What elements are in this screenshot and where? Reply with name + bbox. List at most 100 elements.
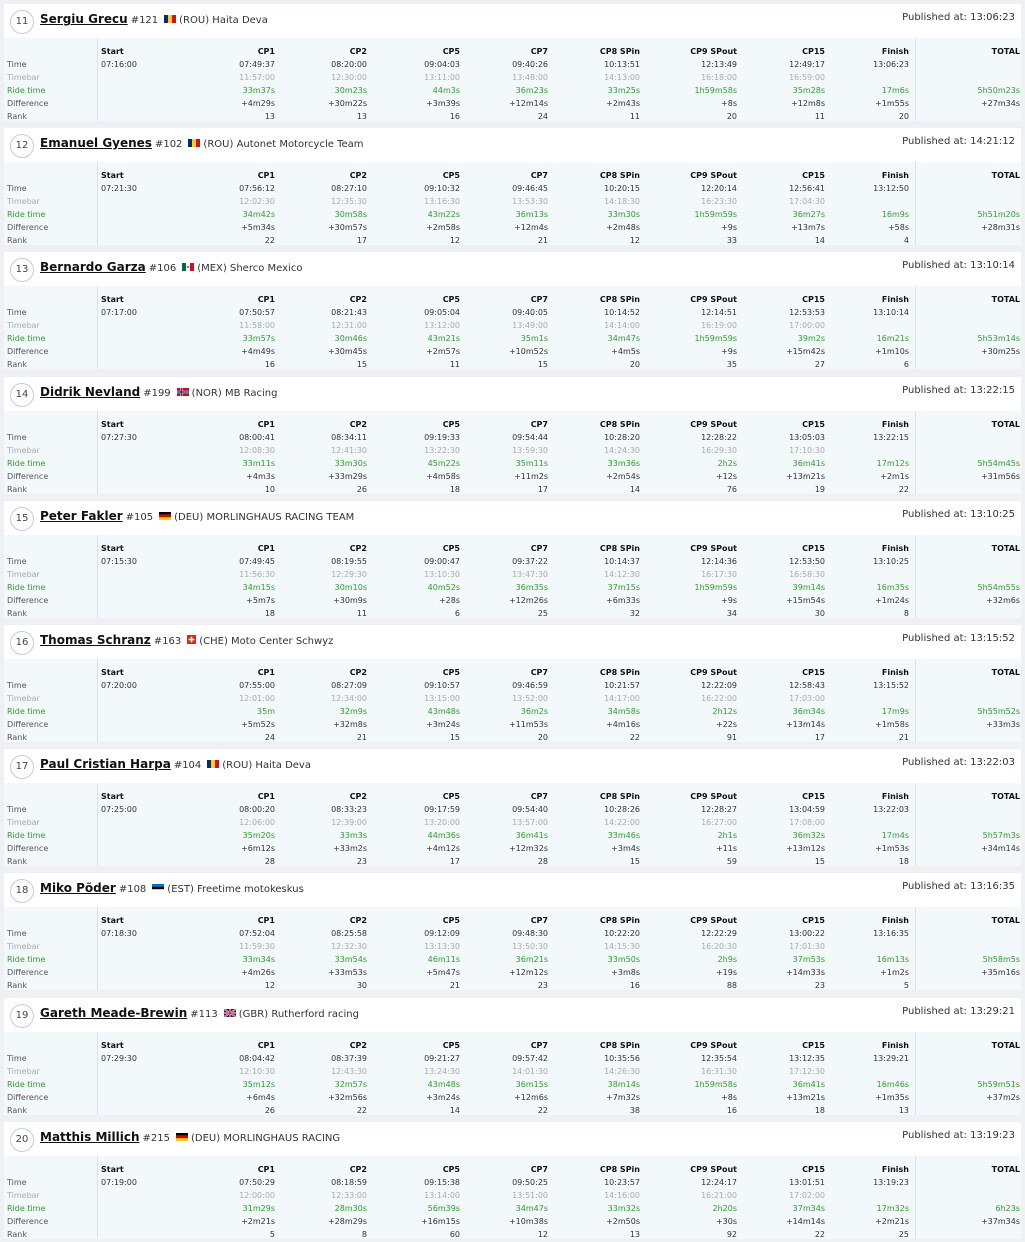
column-header: Finish — [881, 47, 909, 56]
time-value: 08:27:10 — [331, 184, 367, 194]
timebar-value: 12:02:30 — [239, 197, 275, 207]
result-grid: Time Timebar Ride time Difference Rank Start 0… — [4, 410, 1021, 494]
rider-number: #105 — [125, 511, 154, 523]
difference-value: +11m2s — [514, 471, 548, 481]
difference-value: +33m53s — [327, 968, 367, 978]
timebar-value: 17:03:00 — [789, 694, 825, 703]
column-header: CP9 SPout — [690, 47, 737, 56]
rider-name-link[interactable]: Bernardo Garza — [40, 260, 146, 275]
column-header: TOTAL — [991, 543, 1020, 553]
ride-time-value: 33m30s — [334, 458, 367, 468]
rider-name-link[interactable]: Peter Fakler — [40, 508, 123, 523]
ride-time-value: 2h1s — [717, 831, 737, 841]
timebar-value: 13:11:00 — [424, 73, 460, 82]
position-badge: 14 — [10, 382, 34, 407]
time-value: 08:19:55 — [331, 556, 367, 566]
difference-value: +4m58s — [426, 471, 460, 481]
difference-value: +30m9s — [333, 595, 367, 605]
time-value: 12:35:54 — [701, 1053, 737, 1063]
column-header: CP2 — [349, 295, 367, 305]
difference-value: +6m12s — [241, 844, 275, 854]
timebar-value: 13:49:00 — [512, 321, 548, 331]
difference-value: +6m33s — [606, 595, 640, 605]
column-header: CP7 — [530, 543, 548, 553]
ride-time-value: 39m2s — [797, 334, 825, 344]
ride-time-value: 36m41s — [515, 831, 548, 841]
ride-time-value: 5h57m3s — [982, 831, 1020, 841]
rider-name-link[interactable]: Paul Cristian Harpa — [40, 757, 171, 772]
timebar-value: 12:06:00 — [239, 818, 275, 828]
flag-deu-icon — [176, 1132, 189, 1141]
ride-time-value: 1h59m59s — [694, 334, 737, 344]
rider-name-link[interactable]: Miko Põder — [40, 881, 116, 896]
difference-value: +9s — [721, 347, 737, 357]
column-header: Start — [101, 295, 124, 305]
row-label-timebar: Timebar — [7, 321, 40, 331]
difference-value: +14m33s — [785, 968, 825, 978]
difference-value: +28s — [438, 595, 460, 605]
timebar-value: 17:12:30 — [789, 1066, 825, 1076]
rider-country: (ROU) — [222, 760, 253, 772]
rider-name-link[interactable]: Emanuel Gyenes — [40, 136, 152, 151]
time-value: 07:15:30 — [101, 556, 137, 566]
row-label-timebar: Timebar — [7, 445, 40, 455]
rank-value: 12 — [264, 981, 275, 991]
rank-value: 22 — [898, 484, 909, 494]
column-header: CP5 — [442, 543, 460, 553]
published-label: Published at: — [902, 1005, 967, 1017]
timebar-value: 13:14:00 — [424, 1190, 460, 1200]
ride-time-value: 43m48s — [427, 707, 460, 716]
rider-number: #199 — [143, 387, 171, 399]
rank-value: 19 — [814, 484, 825, 494]
column-header: CP9 SPout — [690, 1040, 737, 1050]
rank-value: 11 — [449, 360, 460, 370]
ride-time-value: 32m57s — [334, 1079, 367, 1089]
rank-value: 21 — [898, 733, 909, 742]
timebar-value: 13:48:00 — [512, 73, 548, 82]
column-header: TOTAL — [991, 47, 1020, 56]
difference-value: +9s — [721, 223, 737, 233]
time-value: 09:54:44 — [512, 432, 548, 442]
rank-value: 12 — [629, 236, 640, 246]
column-header: CP5 — [442, 916, 460, 926]
time-value: 08:00:20 — [239, 805, 275, 815]
column-header: CP1 — [257, 419, 275, 429]
ride-time-value: 36m41s — [792, 1079, 825, 1089]
difference-value: +10m52s — [508, 347, 548, 357]
timebar-value: 16:20:30 — [701, 942, 737, 952]
timebar-value: 16:19:00 — [701, 321, 737, 331]
column-header: Start — [101, 171, 124, 181]
rank-value: 17 — [449, 857, 460, 867]
time-value: 07:20:00 — [101, 681, 137, 690]
rank-value: 16 — [629, 981, 640, 991]
ride-time-value: 38m14s — [607, 1079, 640, 1089]
rider-name-link[interactable]: Sergiu Grecu — [40, 12, 128, 26]
rider-team: Haita Deva — [212, 15, 268, 26]
rank-value: 15 — [449, 733, 460, 742]
column-header: TOTAL — [991, 1040, 1020, 1050]
timebar-value: 14:18:30 — [604, 197, 640, 207]
rider-name-link[interactable]: Didrik Nevland — [40, 384, 141, 399]
row-label-timebar: Timebar — [7, 197, 40, 207]
published-value: 13:15:52 — [970, 633, 1015, 644]
rider-name-link[interactable]: Thomas Schranz — [40, 633, 151, 647]
flag-est-icon — [152, 884, 165, 893]
column-header: CP9 SPout — [690, 1164, 737, 1174]
row-label-timebar: Timebar — [7, 1190, 40, 1200]
rider-number: #215 — [142, 1132, 171, 1144]
column-header: CP1 — [257, 1164, 275, 1174]
rider-country: (EST) — [167, 884, 194, 896]
rider-name-link[interactable]: Gareth Meade-Brewin — [40, 1005, 188, 1020]
difference-value: +3m39s — [426, 99, 460, 108]
published-time: Published at: 13:10:25 — [902, 509, 1015, 520]
timebar-value: 12:35:30 — [331, 197, 367, 207]
row-label-difference: Difference — [7, 595, 49, 605]
timebar-value: 13:24:30 — [424, 1066, 460, 1076]
timebar-value: 17:00:00 — [789, 321, 825, 331]
row-label-difference: Difference — [7, 844, 49, 854]
difference-value: +30m25s — [980, 347, 1020, 357]
rider-info: Miko Põder #108 (EST) Freetime motokeskus — [40, 880, 304, 898]
rider-name-link[interactable]: Matthis Millich — [40, 1129, 140, 1144]
difference-value: +4m12s — [426, 844, 460, 854]
result-card: 17 Paul Cristian Harpa #104 (ROU) Haita Dev… — [4, 749, 1021, 867]
